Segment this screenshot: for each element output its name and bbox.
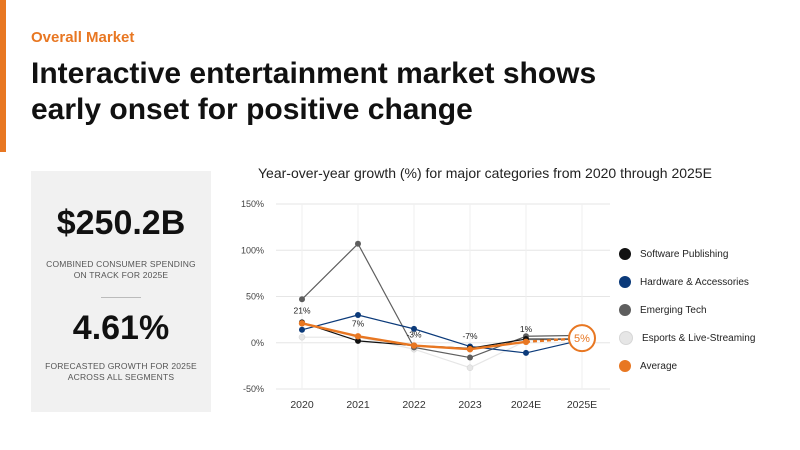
x-tick-label: 2024E — [511, 399, 541, 411]
point-average — [522, 338, 530, 346]
x-tick-label: 2022 — [402, 399, 426, 411]
series-line-hardware — [301, 314, 583, 354]
point-hardware — [299, 326, 305, 333]
legend-label: Hardware & Accessories — [640, 276, 749, 288]
series-layer — [298, 240, 586, 371]
legend-item-emerging: Emerging Tech — [619, 301, 755, 319]
secondary-stat-caption: FORECASTED GROWTH FOR 2025E ACROSS ALL S… — [45, 361, 197, 382]
stat-divider — [101, 297, 141, 298]
secondary-stat-value: 4.61% — [72, 309, 170, 347]
average-data-label: 21% — [293, 305, 310, 315]
axis-layer: -50% 0% 50% 100% 150% 2020 2021 2022 2023 2024E 20… — [241, 199, 597, 411]
legend-label: Emerging Tech — [640, 304, 707, 316]
chart-legend: Software Publishing Hardware & Accessorie… — [619, 245, 755, 385]
point-emerging — [467, 354, 473, 361]
series-line-emerging — [301, 243, 583, 359]
point-emerging — [299, 296, 305, 303]
legend-swatch — [619, 248, 631, 260]
y-tick-label: 150% — [241, 199, 264, 209]
x-tick-label: 2023 — [458, 399, 482, 411]
y-tick-label: 0% — [251, 338, 264, 348]
series-line-software — [301, 321, 582, 349]
legend-label: Esports & Live-Streaming — [642, 332, 756, 344]
average-highlight-ring — [568, 324, 596, 353]
legend-swatch — [619, 331, 633, 345]
y-tick-label: 100% — [241, 245, 264, 255]
average-data-label: 1% — [520, 324, 533, 334]
page-title: Interactive entertainment market shows e… — [31, 57, 597, 126]
legend-item-esports: Esports & Live-Streaming — [619, 329, 755, 347]
average-data-label: -3% — [406, 330, 422, 340]
legend-item-hardware: Hardware & Accessories — [619, 273, 755, 291]
legend-swatch — [619, 304, 631, 316]
legend-item-software: Software Publishing — [619, 245, 755, 263]
legend-swatch — [619, 276, 631, 288]
point-emerging — [355, 240, 361, 247]
point-average — [354, 333, 362, 340]
chart-title: Year-over-year growth (%) for major cate… — [258, 165, 712, 181]
y-tick-label: -50% — [243, 384, 264, 394]
legend-swatch — [619, 360, 631, 372]
average-data-label: 7% — [352, 318, 365, 328]
section-label: Overall Market — [31, 29, 135, 46]
accent-bar — [0, 0, 6, 152]
legend-label: Software Publishing — [640, 248, 729, 260]
point-average — [298, 320, 306, 327]
primary-stat-caption: COMBINED CONSUMER SPENDING ON TRACK FOR … — [46, 259, 196, 280]
point-hardware — [355, 312, 361, 318]
point-hardware — [523, 349, 529, 356]
annotation-layer: 21% 7% -3% -7% 1% 5% — [293, 305, 596, 353]
point-average — [466, 346, 474, 353]
grid-layer — [276, 203, 610, 390]
legend-item-average: Average — [619, 357, 755, 375]
primary-stat-value: $250.2B — [56, 204, 186, 242]
point-esports — [298, 333, 306, 341]
x-tick-label: 2020 — [290, 399, 314, 411]
point-software — [355, 337, 361, 344]
point-esports — [466, 364, 474, 371]
x-tick-label: 2025E — [567, 399, 597, 411]
line-chart: -50% 0% 50% 100% 150% 2020 2021 2022 2023 2024E 20… — [241, 199, 610, 411]
average-data-label: 5% — [574, 333, 590, 345]
series-line-average-forecast — [525, 336, 583, 344]
legend-label: Average — [640, 360, 678, 372]
average-data-label: -7% — [462, 331, 478, 341]
x-tick-label: 2021 — [346, 399, 370, 411]
stats-panel: $250.2B COMBINED CONSUMER SPENDING ON TR… — [31, 171, 211, 412]
point-hardware — [411, 325, 417, 332]
y-tick-label: 50% — [246, 292, 264, 302]
point-average — [410, 342, 418, 349]
